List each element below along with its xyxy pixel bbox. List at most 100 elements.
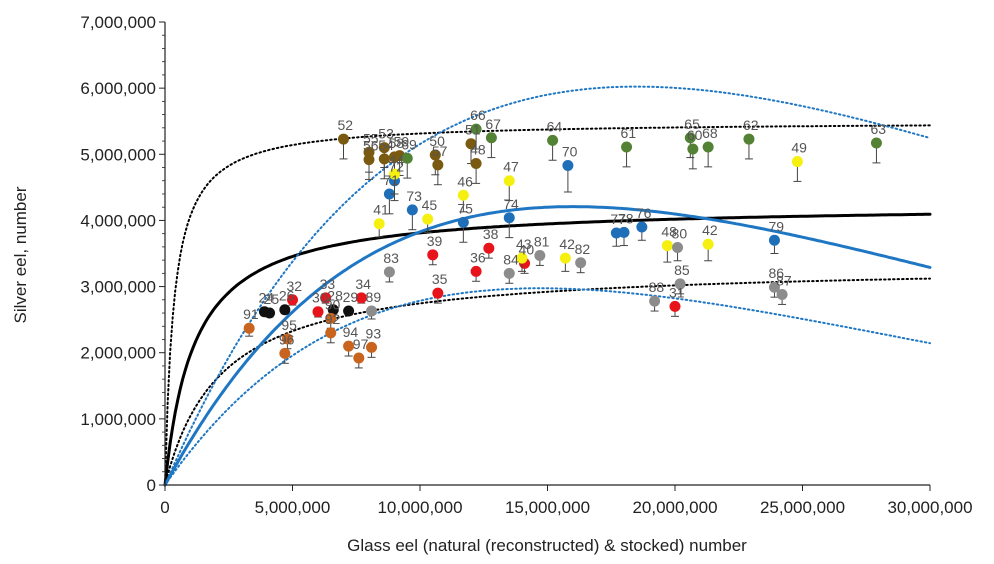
- point-label: 97: [353, 336, 369, 352]
- data-point-olive: [702, 141, 714, 153]
- point-label: 59: [394, 134, 410, 150]
- point-label: 82: [575, 241, 591, 257]
- data-point-brown: [363, 154, 375, 166]
- point-label: 83: [383, 250, 399, 266]
- black-fit-solid-0: [163, 212, 932, 487]
- point-label: 58: [389, 135, 405, 151]
- data-point-olive: [621, 141, 633, 153]
- data-point-yellow: [457, 189, 469, 201]
- data-point-red: [355, 292, 367, 304]
- point-label: 76: [636, 205, 652, 221]
- point-label: 46: [457, 173, 473, 189]
- x-tick-label: 20,000,000: [632, 498, 717, 517]
- point-label: 33: [320, 276, 336, 292]
- point-label: 87: [776, 273, 792, 289]
- data-point-blue: [503, 212, 515, 224]
- point-label: 53: [378, 126, 394, 142]
- y-tick-label: 4,000,000: [80, 211, 156, 230]
- data-point-yellow: [389, 168, 400, 180]
- y-tick-label: 5,000,000: [80, 145, 156, 164]
- data-point-gray: [674, 278, 686, 290]
- point-label: 81: [534, 233, 550, 249]
- data-point-yellow: [516, 252, 528, 264]
- data-point-olive: [485, 132, 497, 144]
- point-label: 69: [401, 136, 417, 152]
- point-label: 39: [427, 233, 443, 249]
- point-label: 94: [343, 324, 359, 340]
- data-point-orange: [366, 341, 378, 353]
- data-point-gray: [768, 281, 780, 293]
- point-label: 29: [343, 289, 359, 305]
- point-label: 43: [516, 236, 532, 252]
- data-point-olive: [687, 143, 699, 155]
- point-label: 56: [363, 138, 379, 154]
- data-point-brown: [465, 138, 477, 150]
- data-point-red: [432, 287, 444, 299]
- point-label: 52: [338, 117, 354, 133]
- data-point-yellow: [373, 218, 385, 230]
- point-label: 86: [768, 265, 784, 281]
- data-point-brown: [432, 159, 444, 171]
- point-label: 74: [503, 196, 519, 212]
- point-label: 90: [325, 296, 341, 312]
- point-label: 40: [519, 241, 535, 257]
- data-point-olive: [870, 137, 882, 149]
- data-point-brown: [338, 133, 349, 145]
- x-tick-label: 5,000,000: [255, 498, 331, 517]
- data-point-blue: [457, 216, 469, 228]
- point-label: 60: [687, 127, 703, 143]
- data-point-blue: [636, 221, 648, 233]
- x-axis-title: Glass eel (natural (reconstructed) & sto…: [347, 536, 747, 555]
- point-label: 41: [373, 202, 389, 218]
- point-label: 35: [432, 271, 448, 287]
- point-label: 68: [702, 125, 718, 141]
- data-point-gray: [366, 305, 378, 317]
- black-fit-dotted-2: [164, 277, 931, 486]
- data-point-blue: [383, 188, 395, 200]
- data-point-olive: [547, 134, 559, 146]
- data-point-blue: [562, 160, 574, 172]
- data-point-gray: [575, 257, 587, 269]
- point-label: 34: [355, 276, 371, 292]
- point-label: 36: [470, 249, 486, 265]
- data-point-red: [287, 294, 298, 306]
- data-points: [243, 123, 882, 369]
- data-point-orange: [279, 347, 291, 359]
- point-label: 48: [661, 224, 677, 240]
- data-point-gray: [534, 249, 546, 261]
- data-point-blue: [618, 226, 630, 238]
- point-label: 71: [383, 172, 399, 188]
- point-label: 30: [312, 290, 328, 306]
- point-label: 48: [470, 142, 486, 158]
- point-label: 57: [432, 143, 448, 159]
- point-label: 75: [457, 200, 473, 216]
- blue-fit-dotted-4: [164, 85, 931, 486]
- data-point-black: [279, 304, 291, 316]
- data-point-red: [669, 300, 681, 312]
- point-label: 32: [287, 278, 303, 294]
- point-label: 89: [366, 289, 382, 305]
- point-label: 91: [243, 306, 259, 322]
- point-label: 78: [618, 210, 634, 226]
- data-point-yellow: [503, 175, 515, 187]
- data-point-orange: [325, 327, 337, 339]
- data-point-orange: [243, 322, 255, 334]
- data-point-black: [264, 307, 276, 319]
- data-point-orange: [281, 333, 293, 345]
- point-label: 45: [422, 197, 438, 213]
- x-tick-label: 10,000,000: [377, 498, 462, 517]
- data-point-gray: [383, 266, 395, 278]
- point-label: 93: [366, 325, 382, 341]
- data-point-red: [483, 242, 495, 254]
- point-label: 66: [470, 107, 486, 123]
- data-point-yellow: [702, 238, 714, 250]
- data-point-brown: [378, 142, 390, 154]
- point-label: 55: [363, 130, 379, 146]
- point-label: 42: [702, 222, 718, 238]
- point-label: 88: [649, 279, 665, 295]
- point-label: 67: [485, 116, 501, 132]
- point-label: 28: [327, 288, 343, 304]
- point-label: 26: [279, 288, 295, 304]
- point-label: 95: [281, 317, 297, 333]
- point-label: 47: [503, 159, 519, 175]
